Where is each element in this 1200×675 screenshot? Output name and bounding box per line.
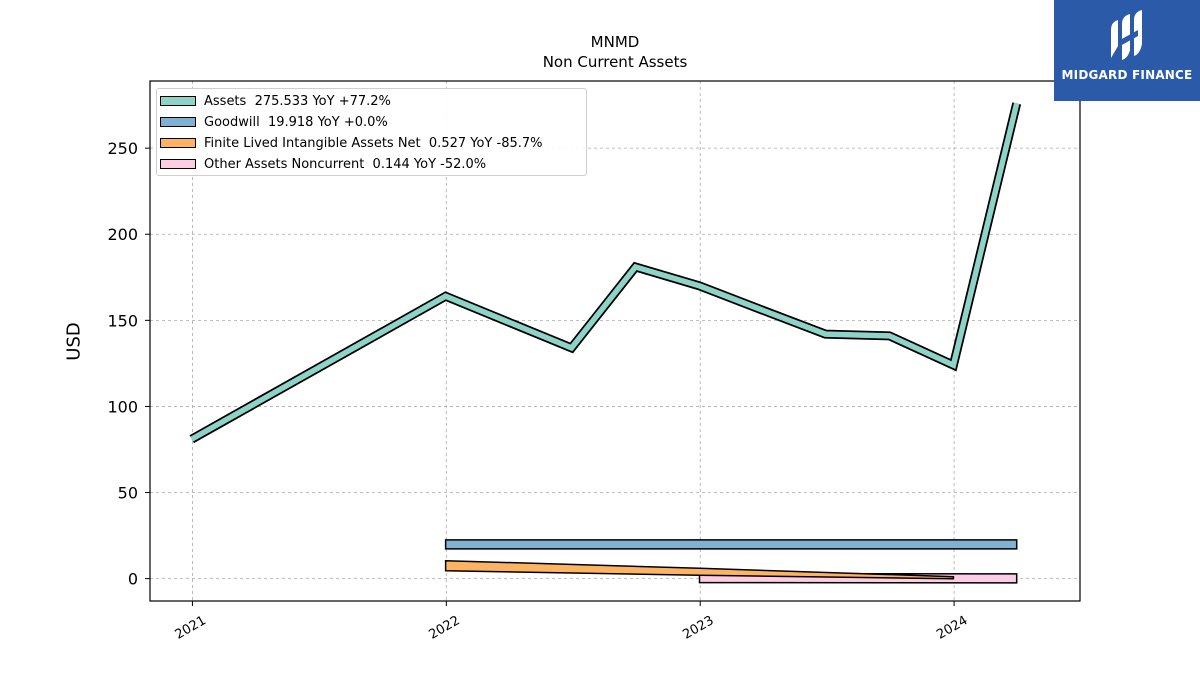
y-tick-label: 250 bbox=[107, 139, 138, 158]
legend-swatch-intangible bbox=[160, 138, 196, 148]
legend-item-intangible: Finite Lived Intangible Assets Net 0.527… bbox=[160, 133, 543, 153]
y-tick-label: 150 bbox=[107, 311, 138, 330]
logo-text: MIDGARD FINANCE bbox=[1061, 68, 1193, 82]
chart-title: MNMD bbox=[590, 33, 640, 51]
legend-swatch-other-assets bbox=[160, 159, 196, 169]
legend-item-other-assets: Other Assets Noncurrent 0.144 YoY -52.0% bbox=[160, 154, 486, 174]
series-band-1 bbox=[444, 539, 1018, 550]
chart-legend: Assets 275.533 YoY +77.2% Goodwill 19.91… bbox=[156, 88, 587, 176]
series-layer bbox=[189, 102, 1022, 584]
series-wedge-2 bbox=[444, 559, 955, 580]
x-tick-label: 2022 bbox=[426, 613, 462, 643]
legend-label-other-assets: Other Assets Noncurrent 0.144 YoY -52.0% bbox=[204, 156, 487, 172]
legend-swatch-assets bbox=[160, 96, 196, 106]
chart-subtitle: Non Current Assets bbox=[542, 53, 688, 71]
legend-item-goodwill: Goodwill 19.918 YoY +0.0% bbox=[160, 112, 388, 132]
legend-label-assets: Assets 275.533 YoY +77.2% bbox=[204, 93, 391, 109]
y-tick-label: 200 bbox=[107, 225, 138, 244]
legend-item-assets: Assets 275.533 YoY +77.2% bbox=[160, 91, 391, 111]
legend-label-intangible: Finite Lived Intangible Assets Net 0.527… bbox=[204, 135, 543, 151]
logo-mark-icon bbox=[1111, 10, 1142, 60]
x-tick-label: 2024 bbox=[934, 613, 970, 643]
series-line-0 bbox=[190, 102, 1020, 442]
y-tick-label: 0 bbox=[128, 570, 138, 589]
brand-logo: MIDGARD FINANCE bbox=[1054, 0, 1200, 101]
legend-label-goodwill: Goodwill 19.918 YoY +0.0% bbox=[204, 114, 388, 130]
legend-swatch-goodwill bbox=[160, 117, 196, 127]
y-axis-label: USD bbox=[63, 322, 85, 361]
y-tick-label: 100 bbox=[107, 397, 138, 416]
plot-frame bbox=[149, 80, 1081, 602]
x-tick-label: 2023 bbox=[680, 613, 716, 643]
y-tick-label: 50 bbox=[118, 484, 138, 503]
x-tick-label: 2021 bbox=[173, 613, 209, 643]
